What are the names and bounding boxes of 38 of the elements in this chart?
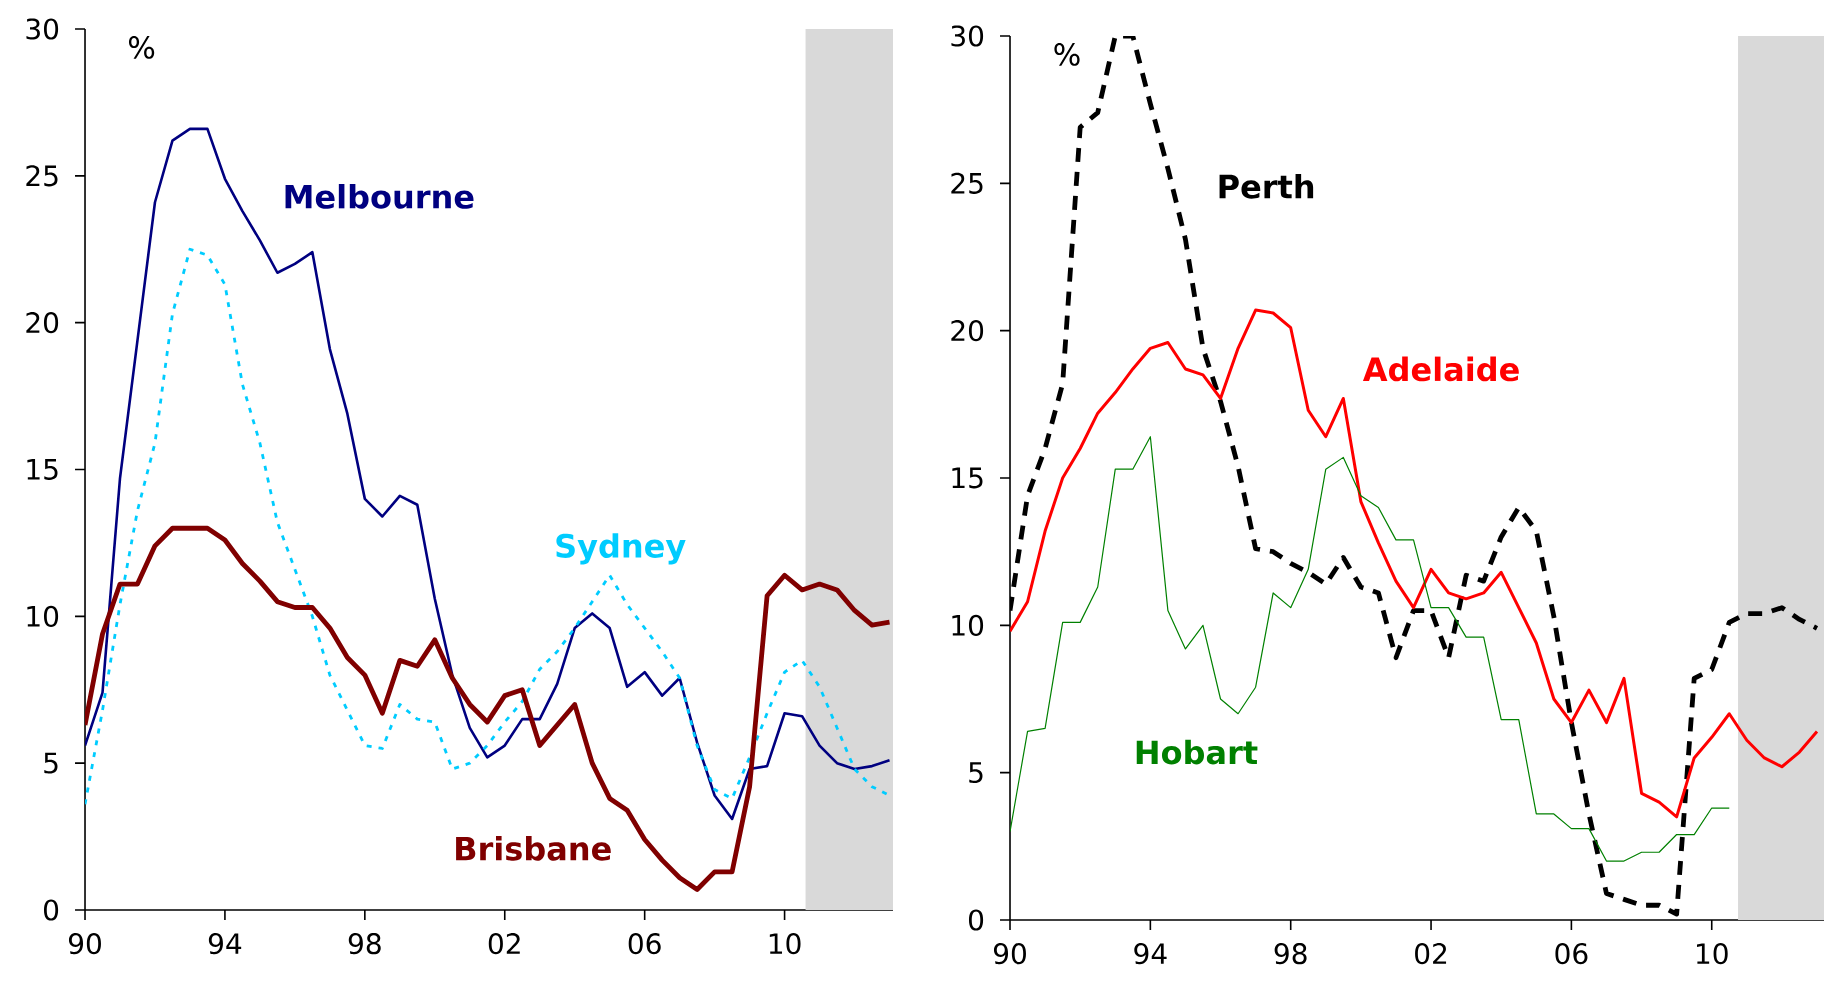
x-tick-label: 06 (628, 933, 661, 955)
x-tick-label: 10 (769, 933, 801, 955)
x-tick-label: 98 (348, 933, 381, 955)
x-tick-label: 90 (993, 943, 1026, 965)
y-tick-label: 15 (952, 467, 983, 489)
y-tick-label: 25 (26, 165, 58, 187)
series-label: Perth (1219, 173, 1314, 199)
x-tick-label: 94 (1134, 943, 1167, 965)
y-tick-label: 5 (44, 752, 58, 774)
y-tick-label: 0 (44, 899, 59, 921)
y-tick-label: 15 (27, 459, 58, 480)
series-label: Melbourne (285, 184, 474, 209)
y-tick-label: 0 (968, 909, 984, 931)
series-label: Sydney (556, 533, 686, 565)
line-series (1010, 436, 1730, 862)
y-tick-label: 30 (951, 25, 984, 47)
y-tick-label: 30 (26, 18, 59, 40)
x-tick-label: 94 (208, 933, 242, 955)
x-tick-label: 02 (488, 933, 520, 955)
series-label: Adelaide (1362, 356, 1519, 382)
y-tick-label: 20 (951, 320, 984, 342)
y-tick-label: 20 (26, 312, 59, 334)
x-tick-label: 02 (1415, 943, 1447, 965)
y-axis-title: % (1054, 43, 1080, 66)
y-tick-label: 10 (27, 605, 59, 627)
line-series (1010, 308, 1819, 819)
x-tick-label: 10 (1696, 943, 1728, 965)
line-series (85, 127, 891, 821)
x-tick-label: 98 (1274, 943, 1307, 965)
y-tick-label: 25 (951, 172, 983, 194)
series-label: Brisbane (456, 835, 611, 861)
y-axis-title: % (128, 36, 155, 59)
x-tick-label: 06 (1555, 943, 1588, 965)
line-series (1010, 36, 1820, 917)
y-tick-label: 10 (952, 614, 984, 636)
x-tick-label: 90 (68, 933, 101, 955)
y-tick-label: 5 (969, 762, 983, 784)
series-label: Hobart (1136, 739, 1258, 765)
